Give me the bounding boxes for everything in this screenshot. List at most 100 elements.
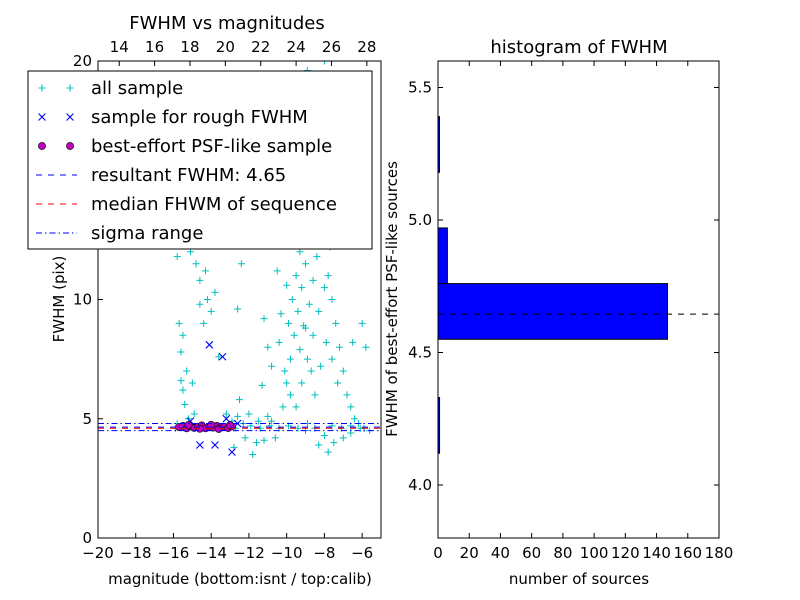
x-tick-label: 40 — [491, 544, 510, 562]
all-sample-point — [307, 367, 315, 375]
x-tick-label: −12 — [233, 544, 265, 562]
rough-sample-point — [228, 448, 236, 457]
all-sample-point — [320, 284, 328, 292]
top-x-tick-label: 28 — [357, 38, 376, 56]
all-sample-point — [315, 307, 323, 315]
all-sample-point — [268, 362, 276, 370]
y-tick-label: 20 — [73, 52, 92, 70]
x-tick-label: −10 — [271, 544, 303, 562]
all-sample-point — [298, 379, 306, 387]
all-sample-point — [283, 379, 291, 387]
psf-sample-point — [226, 421, 234, 430]
all-sample-point — [286, 391, 294, 399]
all-sample-point — [260, 436, 268, 444]
histogram-y-label: FWHM of best-effort PSF-like sources — [383, 161, 401, 437]
all-sample-point — [339, 434, 347, 442]
all-sample-point — [275, 338, 283, 346]
all-sample-point — [320, 431, 328, 439]
all-sample-point — [200, 319, 208, 327]
all-sample-point — [283, 281, 291, 289]
top-x-tick-label: 20 — [216, 38, 235, 56]
all-sample-point — [252, 439, 260, 447]
rough-sample-point — [222, 414, 231, 423]
top-x-tick-label: 14 — [110, 38, 129, 56]
x-tick-label: 100 — [580, 544, 609, 562]
all-sample-point — [324, 272, 332, 280]
all-sample-point — [309, 276, 317, 284]
all-sample-point — [317, 362, 325, 370]
legend-label: all sample — [91, 78, 183, 99]
rough-sample-point — [211, 441, 219, 449]
x-tick-label: 180 — [705, 544, 734, 562]
x-tick-label: −14 — [195, 544, 227, 562]
legend-x-icon — [38, 113, 46, 121]
all-sample-point — [245, 410, 253, 418]
all-sample-point — [305, 300, 313, 308]
all-sample-point — [188, 379, 196, 387]
all-sample-point — [190, 410, 198, 418]
all-sample-point — [296, 346, 304, 354]
all-sample-point — [192, 260, 200, 268]
legend-plus-icon — [66, 84, 74, 92]
legend-circle-icon — [38, 142, 46, 150]
all-sample-point — [311, 391, 319, 399]
all-sample-point — [241, 434, 249, 442]
y-tick-label: 4.0 — [408, 476, 432, 494]
all-sample-point — [215, 353, 223, 361]
all-sample-point — [362, 343, 370, 351]
x-tick-label: 20 — [460, 544, 479, 562]
all-sample-point — [249, 451, 257, 459]
legend-plus-icon — [38, 84, 46, 92]
all-sample-point — [183, 367, 191, 375]
all-sample-point — [258, 381, 266, 389]
scatter-title: FWHM vs magnitudes — [129, 13, 324, 34]
top-x-tick-label: 26 — [322, 38, 341, 56]
all-sample-point — [196, 300, 204, 308]
all-sample-point — [303, 355, 311, 363]
legend-box — [27, 70, 373, 250]
all-sample-point — [294, 307, 302, 315]
all-sample-point — [358, 319, 366, 327]
all-sample-point — [234, 412, 242, 420]
legend-label: sigma range — [91, 223, 203, 244]
x-tick-label: 0 — [433, 544, 443, 562]
all-sample-point — [315, 441, 323, 449]
all-sample-point — [234, 305, 242, 313]
y-tick-label: 4.5 — [408, 344, 432, 362]
all-sample-point — [260, 315, 268, 323]
all-sample-point — [268, 417, 276, 425]
legend-label: median FHWM of sequence — [91, 194, 337, 215]
all-sample-point — [179, 386, 187, 394]
all-sample-point — [300, 322, 308, 330]
y-tick-label: 5.0 — [408, 211, 432, 229]
all-sample-point — [298, 284, 306, 292]
x-tick-label: 80 — [553, 544, 572, 562]
all-sample-point — [281, 367, 289, 375]
all-sample-point — [173, 253, 181, 261]
all-sample-point — [236, 396, 243, 404]
all-sample-point — [292, 272, 300, 280]
all-sample-point — [277, 310, 285, 318]
all-sample-point — [343, 391, 351, 399]
all-sample-point — [196, 276, 204, 284]
all-sample-point — [202, 267, 210, 275]
legend: all sample sample for rough FWHM best-effo… — [27, 70, 373, 250]
legend-label: resultant FWHM: 4.65 — [91, 165, 286, 186]
x-tick-label: 120 — [611, 544, 640, 562]
all-sample-point — [330, 439, 338, 447]
all-sample-point — [207, 307, 215, 315]
all-sample-point — [175, 319, 183, 327]
histogram-bar — [438, 227, 448, 285]
all-sample-point — [309, 331, 317, 339]
all-sample-point — [286, 355, 294, 363]
all-sample-point — [254, 417, 262, 425]
histogram-data — [438, 116, 719, 454]
all-sample-point — [237, 260, 245, 268]
all-sample-point — [292, 403, 300, 411]
histogram-x-label: number of sources — [509, 570, 649, 588]
x-tick-label: −8 — [313, 544, 335, 562]
legend-label: sample for rough FWHM — [91, 107, 308, 128]
top-x-tick-label: 24 — [287, 38, 306, 56]
all-sample-point — [339, 367, 347, 375]
all-sample-point — [264, 412, 272, 420]
